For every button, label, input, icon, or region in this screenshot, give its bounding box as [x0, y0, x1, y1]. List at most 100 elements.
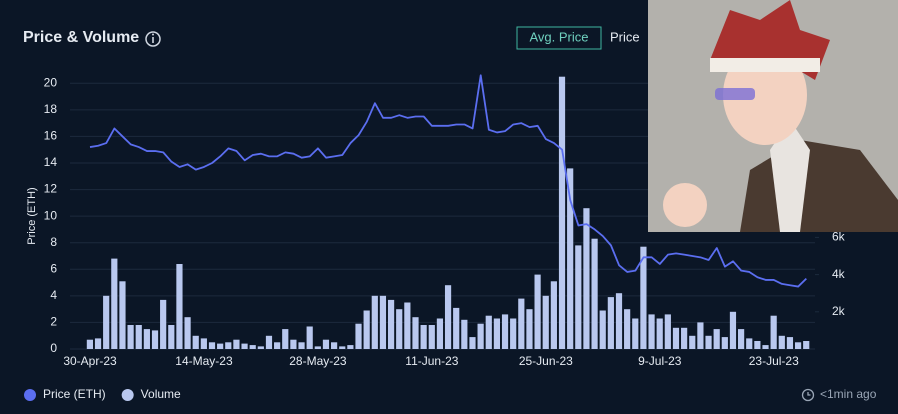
volume-bar	[526, 309, 533, 349]
y-tick-label: 0	[50, 341, 57, 355]
volume-bar	[208, 342, 216, 349]
volume-bar	[721, 337, 728, 349]
y2-tick-label: 6k	[832, 230, 846, 244]
volume-bar	[290, 339, 297, 349]
volume-bar	[314, 346, 321, 349]
volume-bar	[534, 274, 541, 349]
x-tick-label: 14-May-23	[175, 354, 233, 368]
volume-bar	[567, 168, 574, 349]
volume-bar	[160, 299, 167, 349]
x-tick-label: 30-Apr-23	[63, 354, 117, 368]
volume-bar	[770, 315, 777, 349]
volume-bar	[94, 338, 102, 349]
volume-bar	[184, 317, 191, 349]
volume-bar	[754, 341, 761, 349]
volume-bar	[501, 314, 509, 349]
volume-bar	[151, 330, 159, 349]
y-tick-label: 8	[50, 235, 57, 249]
volume-bar	[738, 329, 745, 349]
legend-label: Volume	[141, 387, 181, 401]
y2-tick-label: 2k	[832, 304, 846, 318]
volume-bar	[265, 335, 273, 349]
volume-bar	[664, 314, 671, 349]
legend-swatch	[24, 389, 36, 401]
volume-bar	[444, 285, 452, 349]
volume-bar	[404, 302, 411, 349]
volume-bar	[575, 245, 582, 349]
x-tick-label: 28-May-23	[289, 354, 347, 368]
volume-bar	[729, 311, 737, 349]
volume-bar	[176, 263, 183, 349]
volume-bar	[599, 310, 606, 349]
volume-bar	[453, 307, 460, 349]
volume-bar	[225, 342, 232, 349]
volume-bar	[135, 325, 142, 349]
volume-bar	[249, 345, 256, 349]
overlay-image	[648, 0, 898, 232]
price-line	[89, 74, 807, 288]
volume-bar	[436, 318, 444, 349]
y-tick-label: 18	[44, 102, 58, 116]
y-tick-label: 20	[44, 75, 58, 89]
info-icon[interactable]	[145, 31, 161, 47]
volume-bar	[518, 298, 525, 349]
volume-bar	[550, 281, 557, 349]
y-tick-label: 2	[50, 315, 57, 329]
volume-bar	[510, 318, 517, 349]
volume-bar	[192, 335, 199, 349]
x-tick-label: 9-Jul-23	[638, 354, 682, 368]
volume-bar	[697, 322, 704, 349]
toggle-avg-price[interactable]: Avg. Price	[529, 29, 588, 44]
y-tick-label: 12	[44, 182, 58, 196]
volume-bar	[469, 337, 476, 349]
volume-bar	[428, 325, 435, 349]
volume-bar	[282, 329, 289, 349]
x-tick-label: 25-Jun-23	[519, 354, 573, 368]
volume-bar	[257, 346, 264, 349]
volume-bar	[794, 342, 802, 349]
volume-bar	[461, 319, 468, 349]
volume-bar	[640, 246, 647, 349]
volume-bar	[387, 299, 395, 349]
volume-bar	[200, 338, 207, 349]
chart-title: Price & Volume	[23, 29, 139, 46]
volume-bar	[322, 339, 330, 349]
volume-bar	[746, 338, 753, 349]
volume-bar	[713, 329, 720, 349]
volume-bar	[681, 327, 688, 349]
volume-bar	[111, 258, 118, 349]
legend-swatch	[121, 389, 134, 401]
x-tick-label: 23-Jul-23	[749, 354, 799, 368]
volume-bar	[347, 345, 354, 349]
y-tick-label: 4	[50, 288, 57, 302]
volume-bar	[86, 339, 93, 349]
volume-bar	[705, 335, 712, 349]
y-tick-label: 14	[44, 155, 58, 169]
y-tick-label: 6	[50, 261, 57, 275]
x-tick-label: 11-Jun-23	[405, 354, 458, 368]
updated-time: <1min ago	[820, 387, 877, 401]
volume-bar	[168, 325, 175, 349]
toggle-active[interactable]	[516, 26, 602, 50]
toggle-price[interactable]: Price	[610, 29, 640, 44]
volume-bar	[624, 309, 631, 349]
volume-bar	[558, 76, 566, 350]
volume-bar	[656, 318, 663, 349]
volume-bar	[298, 342, 305, 349]
volume-bar	[591, 238, 598, 349]
volume-bar	[339, 346, 346, 349]
y-tick-label: 16	[44, 129, 58, 143]
volume-bar	[217, 343, 224, 349]
volume-bar	[607, 297, 614, 349]
volume-bar	[233, 339, 240, 349]
volume-bar	[396, 309, 403, 349]
volume-bar	[306, 326, 313, 349]
y-axis-label: Price (ETH)	[26, 187, 38, 244]
volume-bar	[477, 323, 484, 349]
volume-bar	[615, 293, 623, 349]
volume-bar	[762, 345, 769, 349]
volume-bar	[672, 327, 680, 349]
volume-bar	[632, 318, 639, 349]
volume-bar	[420, 325, 427, 349]
